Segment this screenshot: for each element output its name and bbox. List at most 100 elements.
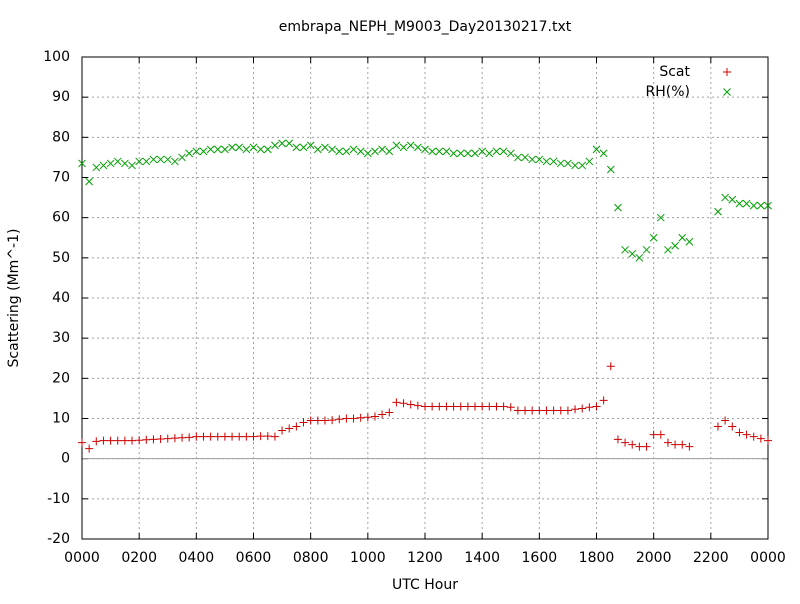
x-tick-label: 1600 — [522, 550, 558, 566]
marker — [128, 161, 136, 170]
marker — [563, 406, 572, 415]
marker — [571, 405, 580, 414]
marker — [556, 159, 565, 168]
x-tick-label: 0400 — [179, 550, 215, 566]
marker — [678, 233, 687, 242]
marker — [456, 402, 465, 411]
marker — [392, 398, 401, 407]
marker — [220, 432, 229, 441]
marker — [99, 436, 108, 445]
marker — [85, 444, 94, 453]
marker — [135, 436, 144, 445]
marker — [649, 430, 658, 439]
marker — [78, 159, 86, 168]
x-tick-label: 0000 — [64, 550, 100, 566]
y-tick-label: -20 — [47, 531, 70, 547]
marker — [749, 201, 758, 210]
marker — [128, 436, 137, 445]
marker — [535, 406, 544, 415]
marker — [306, 416, 315, 425]
marker — [235, 432, 244, 441]
marker — [256, 432, 265, 441]
marker — [414, 143, 422, 152]
marker — [721, 193, 729, 202]
marker — [292, 422, 301, 431]
marker — [442, 402, 451, 411]
marker — [163, 155, 172, 164]
y-tick-label: 80 — [52, 129, 70, 145]
marker — [435, 402, 444, 411]
marker — [399, 143, 408, 152]
x-tick-label: 1200 — [407, 550, 443, 566]
marker — [421, 402, 429, 411]
x-tick-label: 0600 — [236, 550, 272, 566]
marker — [471, 402, 480, 411]
marker — [556, 406, 565, 415]
marker — [456, 149, 465, 158]
marker — [120, 436, 129, 445]
marker — [242, 432, 251, 441]
marker — [278, 426, 287, 435]
marker — [606, 362, 615, 371]
x-tick-label: 0800 — [293, 550, 329, 566]
marker — [285, 139, 294, 148]
marker — [178, 153, 186, 162]
marker — [221, 145, 229, 154]
y-tick-label: -10 — [47, 491, 70, 507]
marker — [564, 159, 572, 168]
marker — [363, 413, 372, 422]
marker — [642, 442, 651, 451]
y-tick-label: 70 — [52, 170, 70, 186]
y-tick-label: 10 — [52, 411, 70, 427]
marker — [514, 153, 522, 162]
marker — [492, 147, 501, 156]
marker — [435, 147, 444, 156]
y-tick-label: 0 — [61, 451, 70, 467]
marker — [228, 143, 236, 152]
marker — [263, 432, 272, 441]
marker — [542, 157, 551, 166]
marker — [678, 440, 687, 449]
marker — [313, 145, 322, 154]
marker — [235, 143, 244, 152]
marker — [385, 147, 394, 156]
marker — [135, 157, 144, 166]
y-tick-label: 100 — [43, 49, 70, 65]
marker — [592, 402, 601, 411]
marker — [449, 149, 458, 158]
marker — [592, 145, 601, 154]
marker — [656, 430, 665, 439]
marker — [392, 141, 401, 150]
x-tick-label: 1400 — [464, 550, 500, 566]
marker — [371, 147, 379, 156]
marker — [685, 442, 694, 451]
marker — [585, 157, 594, 166]
x-tick-label: 2000 — [636, 550, 672, 566]
marker — [192, 147, 201, 156]
marker — [499, 147, 508, 156]
marker — [149, 435, 158, 444]
marker — [749, 432, 758, 441]
y-tick-label: 60 — [52, 210, 70, 226]
marker — [299, 418, 308, 427]
marker — [92, 163, 101, 172]
y-tick-label: 90 — [52, 89, 70, 105]
legend-marker — [723, 68, 731, 76]
marker — [78, 438, 86, 447]
marker — [106, 159, 115, 168]
x-tick-label: 1800 — [579, 550, 615, 566]
marker — [464, 149, 472, 158]
marker — [249, 143, 258, 152]
marker — [506, 149, 515, 158]
y-tick-label: 30 — [52, 330, 70, 346]
marker — [635, 442, 644, 451]
marker — [656, 213, 665, 222]
marker — [271, 141, 279, 150]
marker — [342, 147, 351, 156]
marker — [156, 155, 165, 164]
marker — [399, 399, 408, 408]
marker — [535, 155, 544, 164]
legend-label: RH(%) — [646, 84, 690, 100]
marker — [335, 415, 344, 424]
marker — [621, 438, 630, 447]
